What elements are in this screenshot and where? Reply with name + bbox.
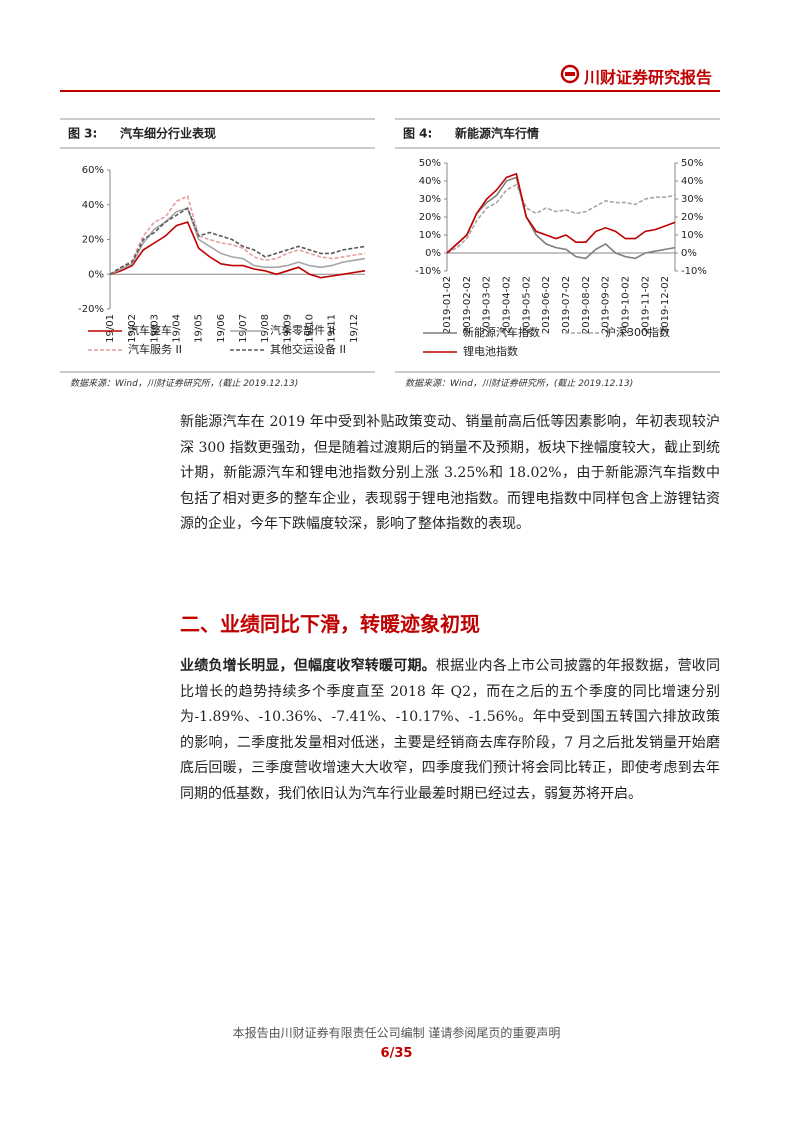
x-tick-label: 2019-01-02 xyxy=(442,276,453,334)
legend-label: 其他交运设备 II xyxy=(270,342,346,356)
x-tick-label: 2019-02-02 xyxy=(462,276,473,334)
x-tick-label: 19/10 xyxy=(305,314,316,343)
source: 数据来源：Wind，川财证券研究所，(截止 2019.12.13) xyxy=(70,379,299,389)
y-tick-label: 20% xyxy=(419,212,441,223)
y-tick-label: 40% xyxy=(419,176,441,187)
x-tick-label: 2019-10-02 xyxy=(620,276,631,334)
y2-tick-label: 20% xyxy=(681,212,703,223)
y-tick-label: -10% xyxy=(415,266,441,277)
chart: 图 4: 新能源汽车行情 -10% 0% 10% 20% 30% 40% 50% -10% 0% 10… xyxy=(395,118,720,373)
x-tick-label: 19/05 xyxy=(194,314,205,343)
legend-label: 新能源汽车指数 xyxy=(463,325,540,339)
x-tick-label: 19/04 xyxy=(172,314,183,343)
series-line xyxy=(109,221,366,279)
y-tick-label: 30% xyxy=(419,194,441,205)
legend-label: 汽车零部件 II xyxy=(270,323,335,337)
paragraph: 新能源汽车在 2019 年中受到补贴政策变动、销量前高后低等因素影响，年初表现较… xyxy=(180,414,720,532)
y-tick-label: 20% xyxy=(82,235,104,246)
logo xyxy=(560,64,580,84)
x-tick-label: 2019-04-02 xyxy=(501,276,512,334)
y2-tick-label: -10% xyxy=(681,266,707,277)
legend-label: 汽车服务 II xyxy=(128,342,182,356)
y2-tick-label: 10% xyxy=(681,230,703,241)
legend-label: 沪深300指数 xyxy=(605,325,670,339)
figure-label: 图 3: xyxy=(68,127,97,141)
figure-label: 图 4: xyxy=(403,127,432,141)
y2-tick-label: 30% xyxy=(681,194,703,205)
y2-tick-label: 50% xyxy=(681,158,703,169)
chart-title: 新能源汽车行情 xyxy=(455,126,539,141)
x-tick-label: 19/01 xyxy=(105,314,116,343)
x-tick-label: 2019-11-02 xyxy=(640,276,651,334)
header-rule xyxy=(60,90,720,92)
y-tick-label: -20% xyxy=(78,304,104,315)
x-tick-label: 19/03 xyxy=(149,314,160,343)
series-line xyxy=(446,176,676,260)
footer-disclaimer: 本报告由川财证券有限责任公司编制 谨请参阅尾页的重要声明 xyxy=(232,1026,561,1040)
legend-label: 锂电池指数 xyxy=(463,344,518,358)
series-line xyxy=(109,194,366,275)
header-title: 川财证券研究报告 xyxy=(584,68,713,87)
x-tick-label: 19/06 xyxy=(216,314,227,343)
y-tick-label: 40% xyxy=(82,200,104,211)
x-tick-label: 2019-03-02 xyxy=(482,276,493,334)
section-heading: 二、业绩同比下滑，转暖迹象初现 xyxy=(180,612,480,636)
x-tick-label: 2019-12-02 xyxy=(660,276,671,334)
y-tick-label: 0% xyxy=(425,248,441,259)
x-tick-label: 19/08 xyxy=(260,314,271,343)
paragraph-text: 根据业内各上市公司披露的年报数据，营收同比增长的趋势持续多个季度直至 2018 … xyxy=(180,658,720,802)
x-tick-label: 19/09 xyxy=(282,314,293,343)
y2-tick-label: 0% xyxy=(681,248,697,259)
y-tick-label: 50% xyxy=(419,158,441,169)
legend-label: 汽车整车 xyxy=(128,323,172,337)
x-tick-label: 2019-05-02 xyxy=(521,276,532,334)
x-tick-label: 2019-08-02 xyxy=(581,276,592,334)
x-tick-label: 2019-07-02 xyxy=(561,276,572,334)
series-line xyxy=(446,183,676,254)
y-tick-label: 60% xyxy=(82,165,104,176)
y2-tick-label: 40% xyxy=(681,176,703,187)
x-tick-label: 19/02 xyxy=(127,314,138,343)
chart-title: 汽车细分行业表现 xyxy=(120,126,216,141)
lead: 业绩负增长明显，但幅度收窄转暖可期。 xyxy=(180,658,436,674)
paragraph: 业绩负增长明显，但幅度收窄转暖可期。根据业内各上市公司披露的年报数据，营收同比增… xyxy=(180,654,720,807)
page-number: 6/35 xyxy=(380,1046,413,1061)
series-line xyxy=(109,207,366,276)
y-tick-label: 10% xyxy=(419,230,441,241)
x-tick-label: 19/12 xyxy=(349,314,360,343)
x-tick-label: 19/07 xyxy=(238,314,249,343)
y-tick-label: 0% xyxy=(88,269,104,280)
series-line xyxy=(446,172,676,254)
chart: 图 3: 汽车细分行业表现 -20% 0% 20% 40% 60% 19/01 19/02 19/… xyxy=(60,118,375,373)
x-tick-label: 19/11 xyxy=(327,314,338,343)
series-line xyxy=(109,207,366,275)
source: 数据来源：Wind，川财证券研究所，(截止 2019.12.13) xyxy=(405,379,634,389)
x-tick-label: 2019-06-02 xyxy=(541,276,552,334)
x-tick-label: 2019-09-02 xyxy=(601,276,612,334)
